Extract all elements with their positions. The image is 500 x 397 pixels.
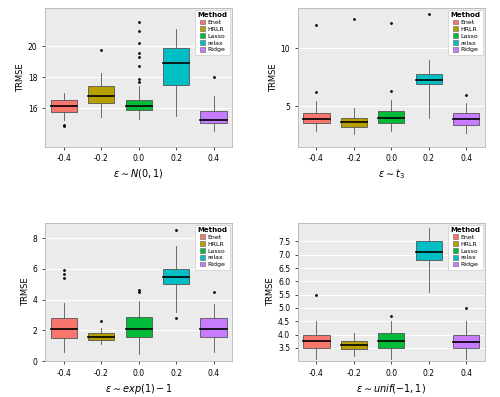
Bar	[163, 269, 189, 284]
Bar	[304, 113, 330, 123]
Legend: Enet, HRLR, Lasso, relax, Ridge: Enet, HRLR, Lasso, relax, Ridge	[448, 10, 483, 55]
Y-axis label: TRMSE: TRMSE	[266, 278, 275, 306]
X-axis label: $\epsilon \sim N(0, 1)$: $\epsilon \sim N(0, 1)$	[114, 167, 164, 180]
Legend: Enet, HRLR, Lasso, relax, Ridge: Enet, HRLR, Lasso, relax, Ridge	[196, 225, 230, 270]
Y-axis label: TRMSE: TRMSE	[268, 63, 278, 92]
Y-axis label: TRMSE: TRMSE	[16, 63, 25, 92]
Bar	[50, 100, 77, 112]
Bar	[416, 74, 442, 84]
Bar	[126, 317, 152, 337]
Bar	[88, 87, 115, 103]
Bar	[453, 335, 479, 348]
Legend: Enet, HRLR, Lasso, relax, Ridge: Enet, HRLR, Lasso, relax, Ridge	[196, 10, 230, 55]
Bar	[453, 113, 479, 125]
Y-axis label: TRMSE: TRMSE	[20, 278, 30, 306]
Bar	[341, 118, 367, 127]
X-axis label: $\epsilon \sim t_3$: $\epsilon \sim t_3$	[378, 167, 405, 181]
Bar	[304, 335, 330, 348]
Bar	[126, 100, 152, 110]
Bar	[200, 318, 226, 337]
Bar	[378, 333, 404, 348]
Bar	[416, 241, 442, 260]
Bar	[341, 341, 367, 349]
Bar	[50, 318, 77, 338]
Legend: Enet, HRLR, Lasso, relax, Ridge: Enet, HRLR, Lasso, relax, Ridge	[448, 225, 483, 270]
Bar	[378, 111, 404, 123]
Bar	[200, 111, 226, 123]
Bar	[88, 333, 115, 340]
X-axis label: $\epsilon \sim unif(-1, 1)$: $\epsilon \sim unif(-1, 1)$	[356, 382, 426, 395]
X-axis label: $\epsilon \sim exp(1) - 1$: $\epsilon \sim exp(1) - 1$	[104, 382, 172, 396]
Bar	[163, 48, 189, 85]
